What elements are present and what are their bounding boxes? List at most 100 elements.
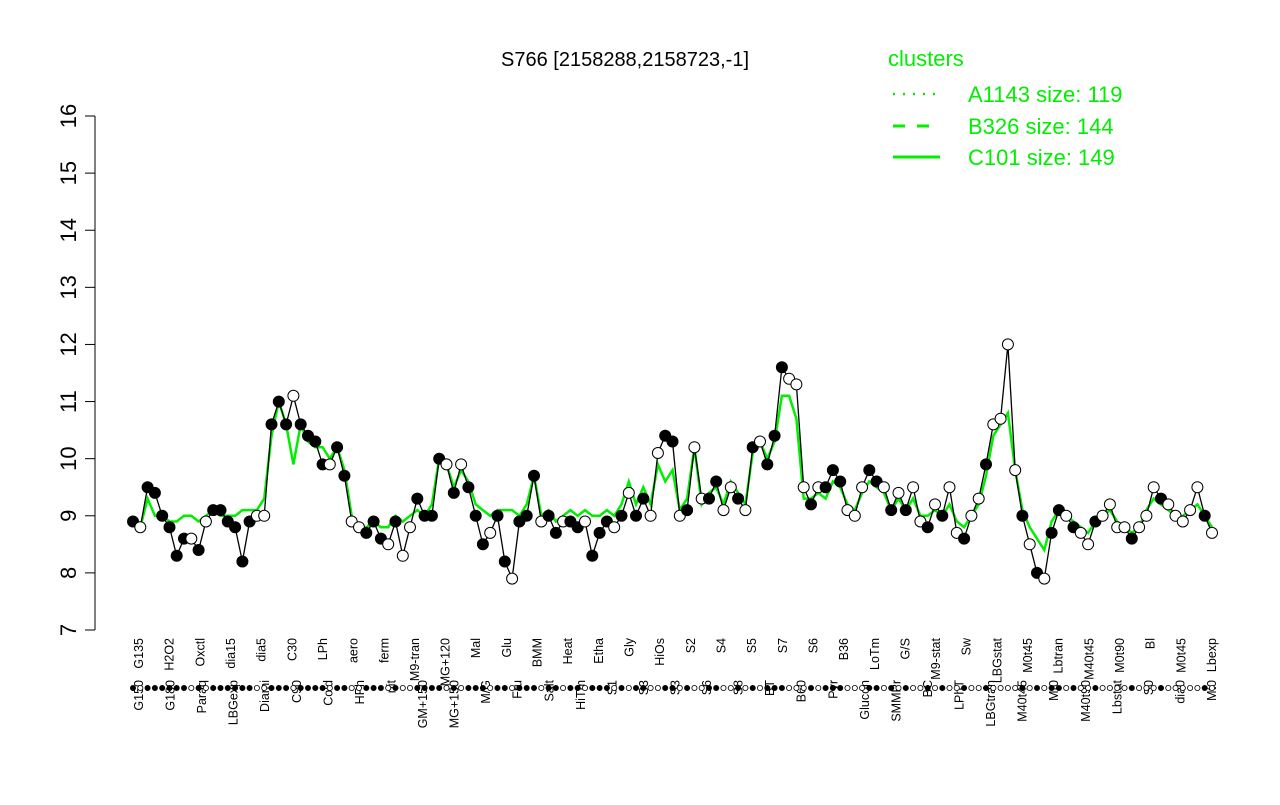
x-tick-label: LBGexp	[227, 680, 241, 725]
x-tick-label: M40t45	[1016, 680, 1030, 722]
rug-mark	[246, 685, 253, 692]
data-point	[484, 526, 497, 539]
data-point	[724, 481, 737, 494]
data-point	[1060, 509, 1073, 522]
rug-mark	[800, 685, 807, 692]
rug-mark	[698, 685, 705, 692]
rug-mark	[377, 685, 384, 692]
x-tick-label: Cold	[321, 680, 335, 706]
data-point	[411, 492, 424, 505]
rug-mark	[421, 685, 428, 692]
rug-mark	[771, 685, 778, 692]
x-axis-labels: G135 H2O2 Oxctl dia15 dia5 C30 LPh aero ferm M9-t…	[132, 637, 1219, 728]
rug-mark	[990, 685, 997, 692]
rug-mark	[523, 685, 530, 692]
x-tick-label: Lbexp	[1205, 638, 1219, 672]
x-tick-label: S6	[807, 638, 821, 653]
data-point	[1133, 521, 1146, 534]
rug-mark	[129, 685, 136, 692]
rug-mark	[232, 685, 239, 692]
rug-mark	[494, 685, 501, 692]
data-point	[323, 458, 336, 471]
rug-mark	[983, 685, 990, 692]
rug-mark	[968, 685, 975, 692]
data-point	[651, 447, 664, 459]
data-point	[703, 492, 715, 505]
x-tick-label: S3	[669, 680, 683, 695]
data-point	[1140, 509, 1153, 522]
rug-mark	[589, 685, 596, 692]
legend-entry-a1143: A1143 size: 119	[968, 82, 1123, 107]
data-point	[1184, 504, 1197, 517]
rug-mark	[662, 685, 669, 692]
rug-mark	[253, 685, 260, 692]
rug-mark	[1194, 685, 1201, 692]
x-tick-label: G135	[132, 638, 146, 669]
y-axis: 7 8 9 10 11 12 13 14 15 16	[56, 104, 96, 636]
data-point	[1016, 509, 1029, 522]
rug-mark	[428, 685, 435, 692]
rug-mark	[1004, 685, 1011, 692]
rug-mark	[1048, 685, 1055, 692]
rug-mark	[180, 685, 187, 692]
data-point	[630, 509, 642, 522]
data-point	[236, 555, 249, 568]
x-tick-label: LBGtran	[984, 680, 998, 727]
rug-mark	[574, 685, 581, 692]
rug-mark	[319, 685, 326, 692]
data-point	[1096, 509, 1109, 522]
rug-mark	[713, 685, 720, 692]
rug-mark	[188, 685, 195, 692]
rug-mark	[545, 685, 552, 692]
y-tick-label: 8	[56, 567, 81, 579]
data-point	[980, 458, 992, 471]
x-tick-label: Lbstat	[1110, 679, 1124, 714]
rug-mark	[735, 685, 742, 692]
rug-mark	[290, 685, 297, 692]
rug-mark	[1172, 685, 1179, 692]
rug-mark	[786, 685, 793, 692]
rug-mark	[297, 685, 304, 692]
rug-mark	[443, 685, 450, 692]
rug-mark	[1055, 685, 1062, 692]
x-tick-label: dia0	[1173, 680, 1187, 704]
x-tick-label: Mal	[469, 638, 483, 658]
data-point	[797, 481, 810, 494]
data-point	[739, 504, 752, 517]
rug-mark	[829, 685, 836, 692]
data-point	[994, 412, 1007, 425]
rug-mark	[151, 685, 158, 692]
x-tick-label: dia5	[255, 638, 269, 662]
rug-mark	[1143, 685, 1150, 692]
y-tick-label: 11	[56, 390, 81, 413]
data-point	[1045, 526, 1058, 539]
rug-mark	[1121, 685, 1128, 692]
x-tick-label: G150	[132, 680, 146, 711]
data-point	[389, 515, 402, 528]
data-point	[1147, 481, 1160, 494]
data-point	[476, 538, 489, 551]
rug-mark	[749, 685, 756, 692]
y-tick-label: 15	[56, 161, 81, 185]
rug-mark	[1158, 685, 1165, 692]
data-point	[586, 549, 599, 562]
data-point	[972, 492, 985, 505]
rug-mark	[844, 685, 851, 692]
data-point	[1023, 538, 1036, 551]
x-tick-label: M0t45	[1021, 638, 1035, 673]
data-point	[447, 486, 460, 499]
data-point	[542, 509, 555, 522]
data-point	[287, 389, 300, 402]
rug-mark	[633, 685, 640, 692]
rug-mark	[647, 685, 654, 692]
rug-mark	[531, 685, 538, 692]
rug-mark	[304, 685, 311, 692]
data-point	[921, 521, 934, 534]
x-tick-label: GM+150	[416, 680, 430, 728]
rug-mark	[1128, 685, 1135, 692]
data-point	[309, 435, 322, 448]
rug-mark	[880, 685, 887, 692]
rug-mark	[210, 685, 217, 692]
